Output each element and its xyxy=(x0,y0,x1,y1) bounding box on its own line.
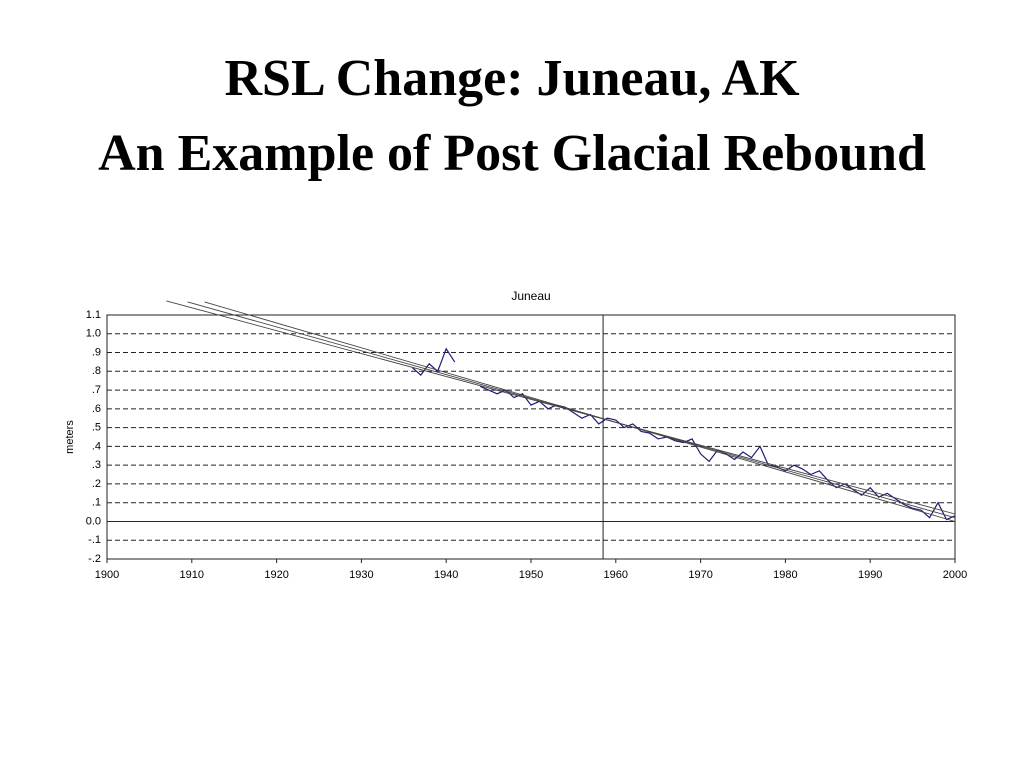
chart-title: Juneau xyxy=(511,289,550,303)
y-tick-label: .6 xyxy=(92,403,101,415)
y-tick-label: 1.0 xyxy=(86,328,101,340)
y-tick-label: 1.1 xyxy=(86,309,101,321)
x-tick-label: 2000 xyxy=(943,569,967,581)
x-tick-label: 1920 xyxy=(264,569,288,581)
x-tick-label: 1930 xyxy=(349,569,373,581)
x-tick-label: 1900 xyxy=(95,569,119,581)
x-tick-label: 1990 xyxy=(858,569,882,581)
y-tick-label: .1 xyxy=(92,497,101,509)
y-tick-label: .9 xyxy=(92,346,101,358)
x-tick-label: 1940 xyxy=(434,569,458,581)
y-tick-label: 0.0 xyxy=(86,515,101,527)
y-axis-label: meters xyxy=(64,420,76,454)
x-tick-label: 1970 xyxy=(688,569,712,581)
y-tick-label: -.2 xyxy=(88,553,101,565)
series-line xyxy=(166,300,956,515)
x-tick-label: 1980 xyxy=(773,569,797,581)
y-tick-label: .5 xyxy=(92,422,101,434)
x-tick-label: 1910 xyxy=(180,569,204,581)
series-line xyxy=(204,301,956,522)
y-tick-label: .3 xyxy=(92,459,101,471)
x-tick-label: 1950 xyxy=(519,569,543,581)
slide-subtitle: An Example of Post Glacial Rebound xyxy=(98,125,926,182)
slide-title: RSL Change: Juneau, AK xyxy=(224,50,800,107)
plot-frame xyxy=(106,314,956,560)
y-tick-label: .4 xyxy=(92,440,101,452)
y-tick-label: .7 xyxy=(92,384,101,396)
y-tick-label: .8 xyxy=(92,365,101,377)
x-tick-label: 1960 xyxy=(604,569,628,581)
y-tick-label: -.1 xyxy=(88,534,101,546)
y-tick-label: .2 xyxy=(92,478,101,490)
series-line xyxy=(187,301,956,519)
